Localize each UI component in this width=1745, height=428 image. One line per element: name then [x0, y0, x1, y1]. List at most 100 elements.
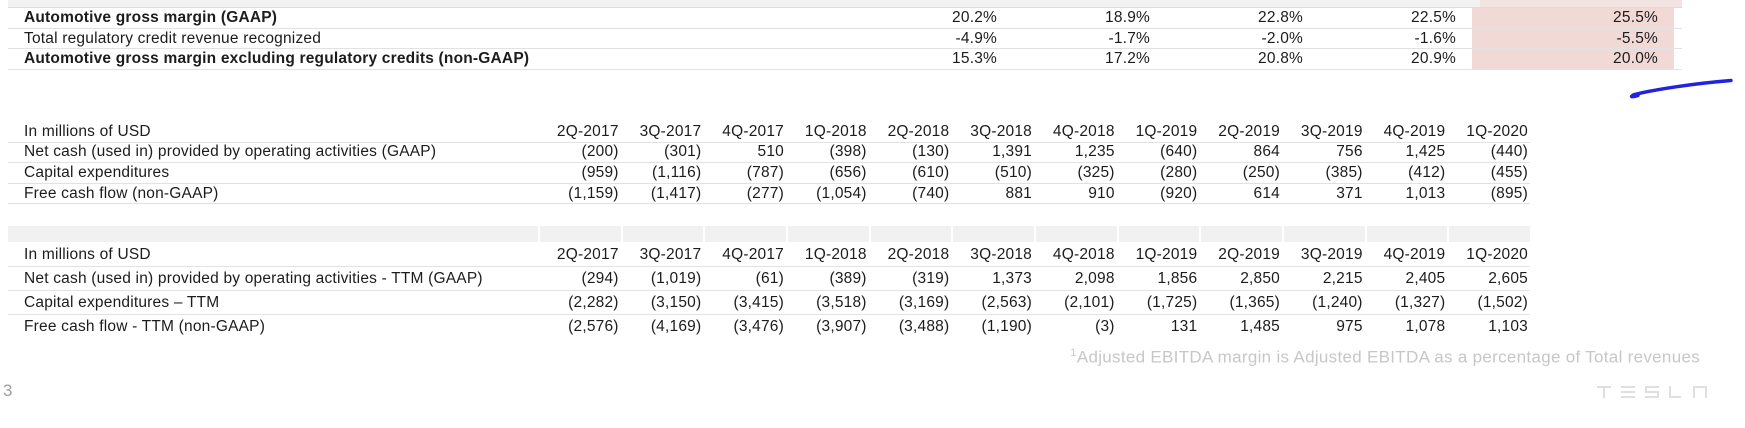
table-cell: 1,373: [992, 269, 1032, 287]
table-cell: (656): [829, 163, 867, 181]
table-cell: (895): [1490, 184, 1528, 202]
table-cell: (280): [1160, 163, 1198, 181]
table-cell: 1,485: [1240, 318, 1280, 335]
table-cell: (1,417): [650, 184, 702, 202]
table-cell: (455): [1490, 163, 1528, 181]
table-cell: 2,098: [1074, 269, 1115, 287]
table-cell: 1Q-2018: [804, 122, 867, 140]
table-cell: 1,013: [1405, 184, 1446, 202]
table-cell: 2Q-2018: [887, 122, 950, 140]
table-cell: (787): [746, 163, 784, 181]
table-cell: 4Q-2019: [1383, 122, 1446, 140]
table-row: Automotive gross margin (GAAP) 20.2% 18.9…: [8, 8, 1682, 29]
table-cell: 1,856: [1157, 269, 1198, 287]
table-cell: 3Q-2019: [1300, 245, 1363, 263]
quarter-header-row: In millions of USD 2Q-2017 3Q-2017 4Q-2017…: [8, 122, 1530, 143]
row-label: Free cash flow (non-GAAP): [24, 184, 219, 202]
row-label: Net cash (used in) provided by operating…: [24, 143, 437, 161]
table-cell: 1Q-2019: [1135, 245, 1198, 263]
table-cell: (610): [912, 163, 950, 181]
table-cell: -1.7%: [1108, 29, 1150, 47]
table-cell: (61): [755, 269, 784, 287]
table-cell: (1,327): [1394, 293, 1446, 311]
table-cell: (3,907): [816, 318, 867, 335]
table-cell: (325): [1077, 163, 1115, 181]
table-cell: 3Q-2017: [639, 245, 702, 263]
table-cell: (1,725): [1146, 293, 1198, 311]
table-cell: (412): [1408, 163, 1446, 181]
blue-underline-annotation-icon: [1629, 78, 1733, 99]
table-cell: 15.3%: [952, 50, 997, 68]
row-label: Automotive gross margin excluding regula…: [24, 50, 530, 68]
table-row: Total regulatory credit revenue recogniz…: [8, 28, 1682, 50]
table-cell: (277): [746, 184, 784, 202]
table-cell: 3Q-2018: [970, 245, 1032, 263]
row-label: Free cash flow - TTM (non-GAAP): [24, 318, 266, 335]
table-cell: 1Q-2019: [1135, 122, 1198, 140]
table-cell: 131: [1170, 318, 1198, 335]
table-cell: (920): [1160, 184, 1198, 202]
table-cell: 3Q-2019: [1300, 122, 1363, 140]
table-cell: (1,159): [568, 184, 619, 202]
table-cell: (2,282): [568, 293, 619, 311]
table-cell: (4,169): [650, 318, 702, 335]
table-row: Free cash flow (non-GAAP) (1,159) (1,417)…: [8, 184, 1530, 205]
table-cell: (3): [1095, 318, 1115, 335]
table-cell: 20.8%: [1258, 50, 1303, 68]
table-cell: 4Q-2018: [1052, 245, 1115, 263]
table-cell: (3,169): [898, 293, 950, 311]
table-cell: 3Q-2018: [970, 122, 1032, 140]
table-cell: 4Q-2019: [1383, 245, 1446, 263]
table-cell: 2Q-2019: [1218, 122, 1280, 140]
table-row: Capital expenditures – TTM (2,282) (3,150…: [8, 291, 1530, 315]
table-row: Capital expenditures (959) (1,116) (787) (6…: [8, 163, 1530, 184]
table-row: Automotive gross margin excluding regula…: [8, 49, 1682, 71]
table-cell: 4Q-2017: [722, 122, 784, 140]
table-cell: (1,190): [981, 318, 1032, 335]
quarter-header-row: In millions of USD 2Q-2017 3Q-2017 4Q-2017…: [8, 243, 1530, 267]
table-cell: (3,150): [650, 293, 702, 311]
tesla-wordmark-logo-icon: [1597, 386, 1707, 398]
table-cell: 4Q-2017: [722, 245, 784, 263]
table-cell: (398): [829, 143, 867, 161]
table-row: Free cash flow - TTM (non-GAAP) (2,576) (…: [8, 315, 1530, 339]
table-row: Net cash (used in) provided by operating…: [8, 267, 1530, 291]
table-cell: (2,576): [568, 318, 619, 335]
table-cell: 975: [1336, 318, 1363, 335]
table-cell: 2Q-2017: [556, 245, 619, 263]
margin-table: Automotive gross margin (GAAP) 20.2% 18.9…: [8, 0, 1682, 71]
table-cell: 1,078: [1405, 318, 1446, 335]
table-cell: 1,103: [1488, 318, 1528, 335]
margin-table-top-strip: [8, 0, 1682, 8]
table-cell: (385): [1325, 163, 1363, 181]
row-label: Capital expenditures – TTM: [24, 293, 220, 311]
table-cell: 864: [1253, 143, 1280, 161]
table-cell: (2,101): [1064, 293, 1115, 311]
unit-label: In millions of USD: [24, 245, 151, 263]
table-cell: 2,605: [1488, 269, 1528, 287]
table-cell: 910: [1088, 184, 1115, 202]
row-label: Capital expenditures: [24, 163, 170, 181]
table-cell: 371: [1336, 184, 1363, 202]
row-label: Total regulatory credit revenue recogniz…: [24, 29, 322, 47]
footnote: 1Adjusted EBITDA margin is Adjusted EBIT…: [1070, 347, 1700, 368]
table-cell: 2Q-2017: [556, 122, 619, 140]
table-cell: 1,425: [1405, 143, 1446, 161]
table-cell: (510): [994, 163, 1032, 181]
table-cell: (959): [581, 163, 619, 181]
table-cell: 881: [1005, 184, 1032, 202]
table-cell: (319): [912, 269, 950, 287]
table-cell: 25.5%: [1472, 8, 1674, 28]
page-number: 3: [3, 381, 13, 400]
table-cell: (250): [1242, 163, 1280, 181]
table-cell: (1,054): [816, 184, 867, 202]
table-cell: (1,116): [651, 163, 702, 181]
table-cell: 18.9%: [1105, 8, 1150, 26]
table-cell: 20.0%: [1472, 49, 1674, 70]
row-label: Automotive gross margin (GAAP): [24, 8, 278, 26]
table-cell: (2,563): [981, 293, 1032, 311]
table-cell: (3,518): [816, 293, 867, 311]
table-cell: 17.2%: [1105, 50, 1150, 68]
footnote-superscript: 1: [1070, 347, 1077, 359]
